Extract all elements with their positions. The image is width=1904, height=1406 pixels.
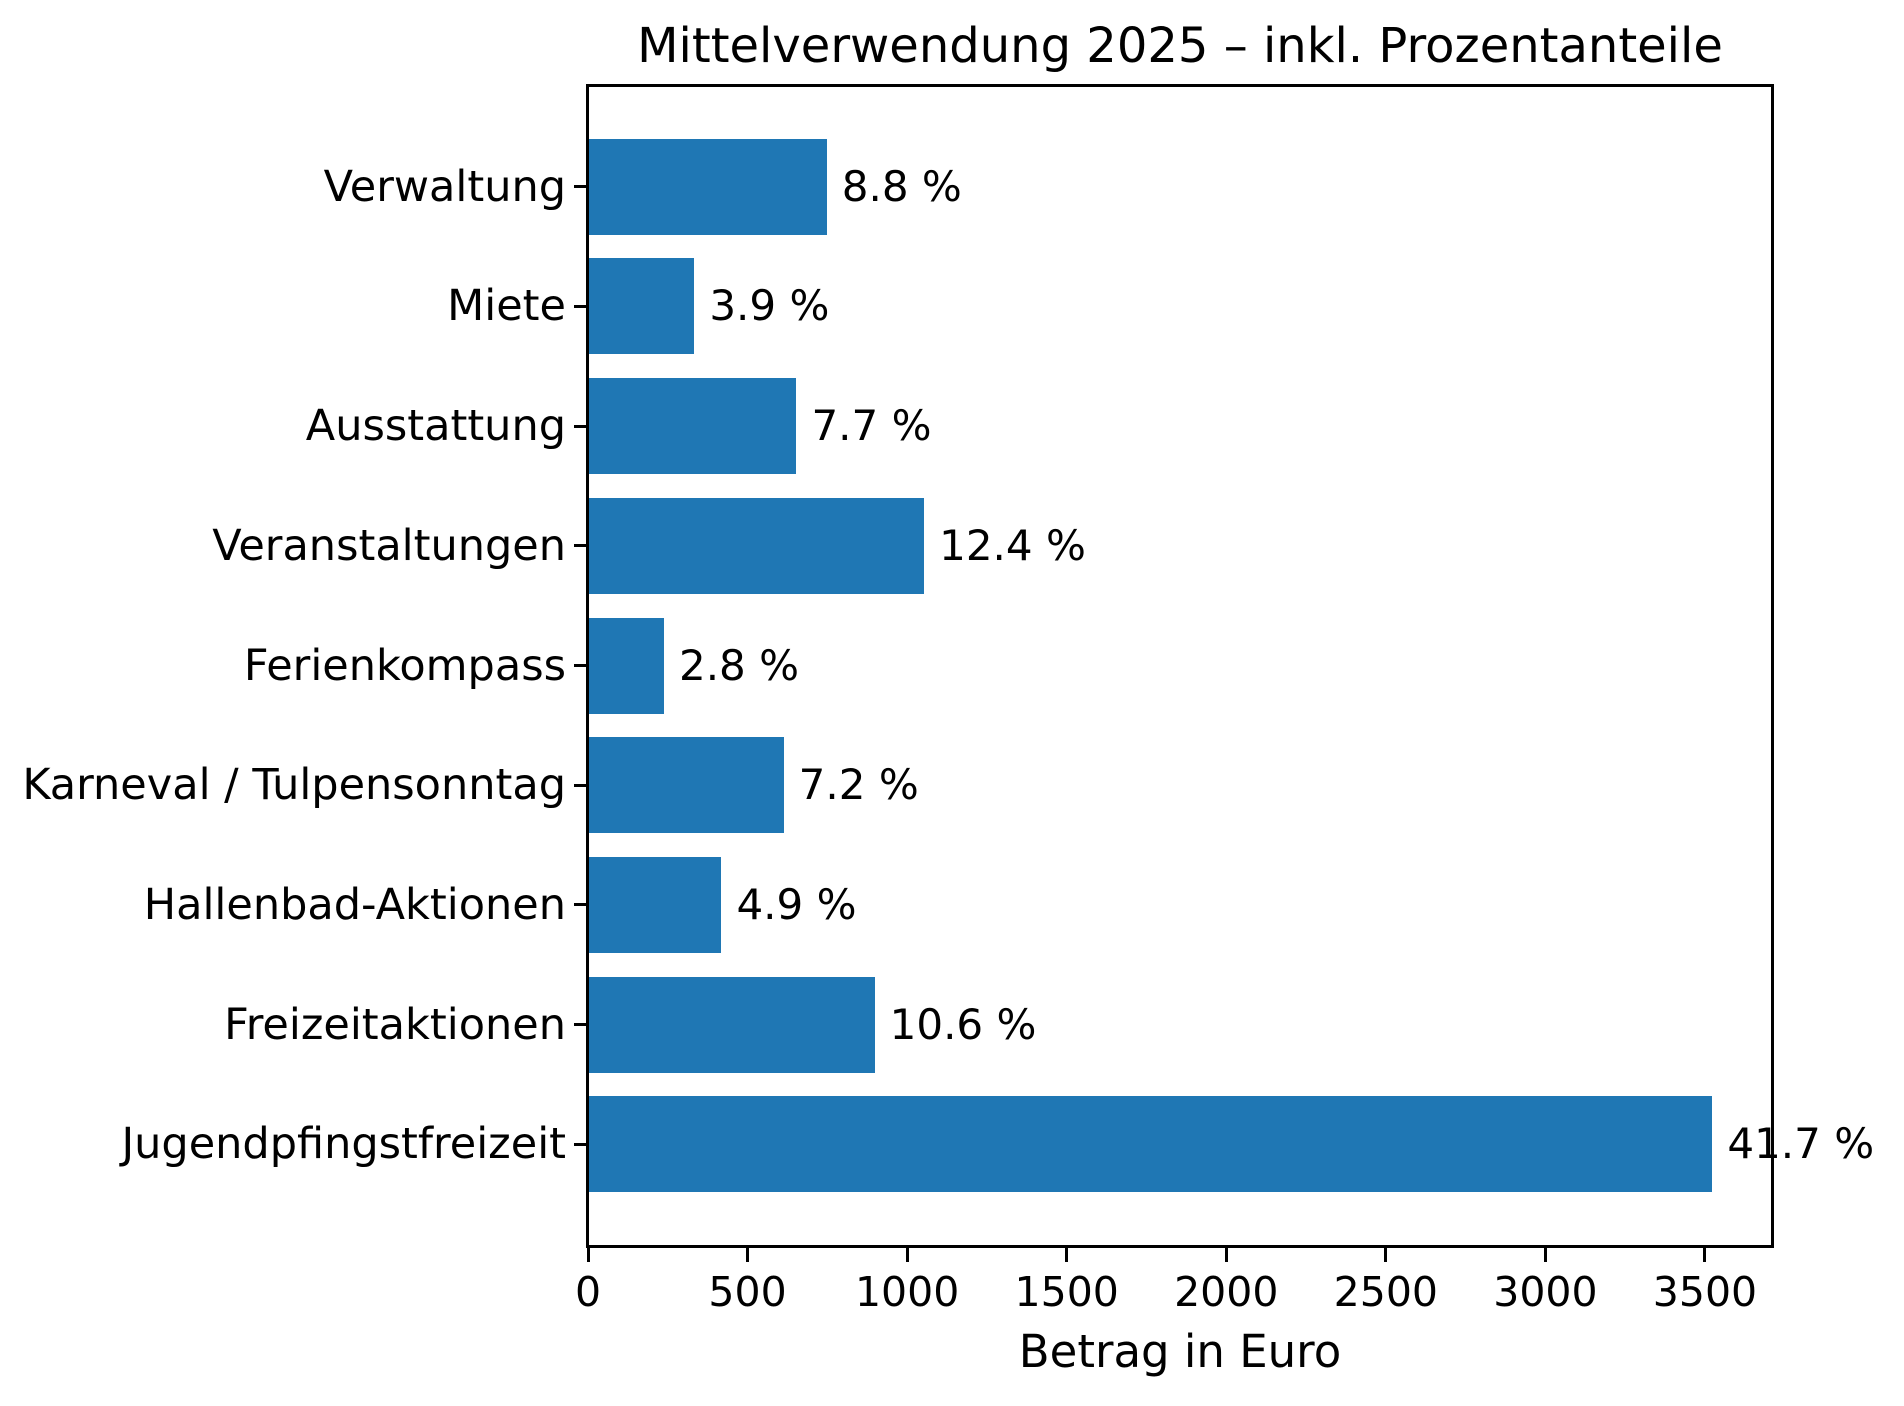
bar <box>589 737 784 834</box>
x-tick-label: 0 <box>574 1268 602 1316</box>
y-tick <box>574 903 588 907</box>
x-tick <box>1703 1248 1707 1262</box>
x-tick-label: 3500 <box>1652 1268 1758 1316</box>
x-tick-label: 1000 <box>854 1268 960 1316</box>
x-tick-label: 3000 <box>1493 1268 1598 1316</box>
bar <box>589 976 875 1073</box>
bottom-spine <box>586 1245 1774 1248</box>
x-tick-label: 2500 <box>1333 1268 1438 1316</box>
bar <box>589 497 925 594</box>
category-label: Verwaltung <box>323 161 566 212</box>
value-label: 3.9 % <box>709 281 830 331</box>
category-label: Ferienkompass <box>243 640 566 691</box>
x-tick-label: 500 <box>708 1268 787 1316</box>
y-tick <box>574 544 588 548</box>
y-tick <box>574 783 588 787</box>
bar <box>589 378 797 475</box>
value-label: 10.6 % <box>889 999 1037 1049</box>
x-tick-label: 2000 <box>1174 1268 1279 1316</box>
value-label: 4.9 % <box>736 879 857 929</box>
category-label: Jugendpfingstfreizeit <box>121 1119 566 1170</box>
right-spine <box>1771 84 1774 1248</box>
chart-title: Mittelverwendung 2025 – inkl. Prozentant… <box>637 18 1723 74</box>
value-label: 12.4 % <box>939 520 1086 570</box>
y-tick <box>574 1023 588 1027</box>
y-tick <box>574 185 588 189</box>
category-label: Karneval / Tulpensonntag <box>22 760 566 811</box>
bar <box>589 258 695 355</box>
category-label: Veranstaltungen <box>212 520 566 571</box>
x-tick-label: 1500 <box>1014 1268 1119 1316</box>
value-label: 41.7 % <box>1727 1119 1875 1169</box>
value-label: 8.8 % <box>841 161 962 211</box>
value-label: 7.2 % <box>798 760 919 810</box>
bar <box>589 138 827 235</box>
y-tick <box>574 1142 588 1146</box>
bar <box>589 1096 1713 1193</box>
x-tick <box>746 1248 750 1262</box>
y-tick <box>574 424 588 428</box>
category-label: Freizeitaktionen <box>224 999 566 1050</box>
category-label: Miete <box>447 281 566 332</box>
bar <box>589 617 664 714</box>
x-tick <box>1065 1248 1069 1262</box>
bar <box>589 856 722 953</box>
x-tick <box>1543 1248 1547 1262</box>
top-spine <box>586 84 1774 87</box>
x-tick <box>905 1248 909 1262</box>
x-tick <box>1384 1248 1388 1262</box>
x-tick <box>1224 1248 1228 1262</box>
category-label: Ausstattung <box>305 401 566 452</box>
category-label: Hallenbad-Aktionen <box>143 879 566 930</box>
y-tick <box>574 304 588 308</box>
value-label: 2.8 % <box>678 640 800 690</box>
y-tick <box>574 664 588 667</box>
x-tick <box>586 1248 590 1262</box>
value-label: 7.7 % <box>811 401 932 451</box>
x-axis-label: Betrag in Euro <box>1018 1325 1342 1378</box>
